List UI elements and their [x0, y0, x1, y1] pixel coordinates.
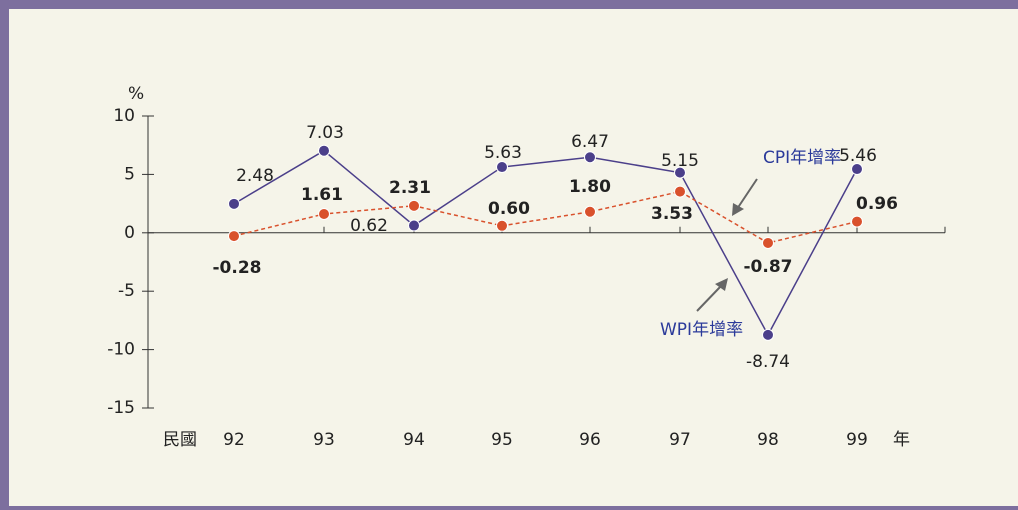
- x-tick-label: 93: [313, 430, 335, 450]
- value-label: 5.15: [661, 151, 699, 171]
- x-suffix: 年: [893, 430, 910, 450]
- value-label: 5.46: [839, 146, 877, 166]
- point: [762, 328, 774, 341]
- y-tick-label: 0: [124, 223, 135, 243]
- x-tick-label: 98: [757, 430, 779, 450]
- value-label: 0.60: [488, 199, 530, 219]
- x-tick-label: 97: [669, 430, 691, 450]
- arrow-head: [732, 203, 744, 216]
- value-label: 1.61: [301, 185, 343, 205]
- x-tick-label: 96: [579, 430, 601, 450]
- point: [584, 151, 596, 164]
- point: [674, 166, 686, 179]
- value-label: 3.53: [651, 204, 693, 224]
- x-tick-label: 95: [491, 430, 513, 450]
- value-label: 5.63: [484, 143, 522, 163]
- x-tick-label: 94: [403, 430, 425, 450]
- point: [318, 207, 330, 220]
- y-tick-label: -10: [107, 340, 135, 360]
- point: [584, 205, 596, 218]
- annotation: WPI年增率: [660, 320, 743, 340]
- point: [496, 219, 508, 232]
- value-label: -8.74: [746, 352, 790, 372]
- value-label: 7.03: [306, 123, 344, 143]
- arrow: [696, 285, 722, 312]
- point: [408, 219, 420, 232]
- y-tick-label: -15: [107, 398, 135, 418]
- value-label: 0.62: [350, 216, 388, 236]
- point: [674, 185, 686, 198]
- x-tick-label: 92: [223, 430, 245, 450]
- value-label: -0.87: [744, 257, 793, 277]
- left-border: [0, 0, 9, 510]
- value-label: 1.80: [569, 177, 611, 197]
- point: [851, 215, 863, 228]
- point: [851, 163, 863, 176]
- value-label: 2.31: [389, 178, 431, 198]
- y-tick-label: -5: [118, 281, 135, 301]
- series-line: [233, 149, 858, 337]
- series-line: [233, 190, 858, 244]
- point: [228, 230, 240, 243]
- point: [496, 161, 508, 174]
- y-tick-label: 10: [113, 106, 135, 126]
- value-label: 0.96: [856, 194, 898, 214]
- x-prefix: 民國: [163, 430, 197, 450]
- x-tick-label: 99: [846, 430, 868, 450]
- arrow-head: [715, 278, 728, 291]
- y-tick-label: 5: [124, 164, 135, 184]
- point: [318, 144, 330, 157]
- point: [408, 199, 420, 212]
- annotation: CPI年增率: [763, 148, 841, 168]
- value-label: 2.48: [236, 166, 274, 186]
- bottom-border: [0, 506, 1018, 510]
- arrow: [736, 178, 758, 210]
- y-unit: %: [128, 84, 144, 104]
- point: [228, 197, 240, 210]
- top-border: [0, 0, 1018, 9]
- value-label: -0.28: [213, 258, 262, 278]
- point: [762, 236, 774, 249]
- value-label: 6.47: [571, 132, 609, 152]
